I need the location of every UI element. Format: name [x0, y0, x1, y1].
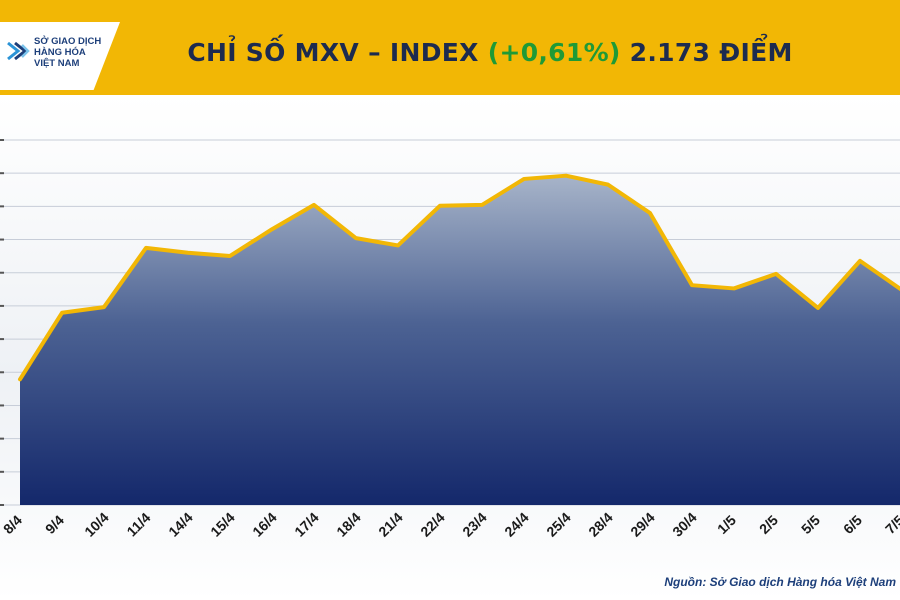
x-tick-label: 16/4	[249, 509, 280, 540]
title-change: (+0,61%)	[487, 38, 621, 67]
x-tick-label: 23/4	[459, 509, 490, 540]
x-tick-label: 21/4	[375, 509, 406, 540]
x-tick-label: 18/4	[333, 509, 364, 540]
x-tick-label: 2/5	[756, 512, 781, 537]
chart-title: CHỈ SỐ MXV – INDEX (+0,61%) 2.173 ĐIỂM	[0, 38, 900, 67]
logo-line: VIỆT NAM	[34, 58, 80, 69]
x-tick-label: 8/4	[0, 512, 25, 537]
title-prefix: CHỈ SỐ MXV – INDEX	[187, 38, 488, 67]
source-note: Nguồn: Sở Giao dịch Hàng hóa Việt Nam	[664, 575, 896, 589]
x-tick-label: 30/4	[669, 509, 700, 540]
x-tick-label: 22/4	[417, 509, 448, 540]
x-tick-label: 28/4	[585, 509, 616, 540]
x-tick-label: 10/4	[81, 509, 112, 540]
x-tick-label: 17/4	[291, 509, 322, 540]
x-tick-label: 24/4	[501, 509, 532, 540]
x-tick-label: 5/5	[798, 512, 823, 537]
title-suffix: 2.173 ĐIỂM	[620, 38, 793, 67]
title-banner: SỞ GIAO DỊCH HÀNG HÓA VIỆT NAM CHỈ SỐ MX…	[0, 0, 900, 95]
x-tick-label: 6/5	[840, 512, 865, 537]
x-axis-ticks: 8/4 9/4 10/4 11/4 14/4 15/4 16/4 17/4 18/4 21/4 22…	[0, 509, 900, 540]
x-tick-label: 1/5	[714, 512, 739, 537]
x-tick-label: 11/4	[123, 509, 153, 539]
x-tick-label: 15/4	[207, 509, 238, 540]
logo-line: HÀNG HÓA	[34, 47, 86, 58]
logo-text: SỞ GIAO DỊCH HÀNG HÓA VIỆT NAM	[34, 36, 124, 69]
logo-line: SỞ GIAO DỊCH	[34, 36, 102, 47]
x-tick-label: 25/4	[543, 509, 574, 540]
logo-icon	[7, 41, 30, 61]
x-tick-label: 9/4	[42, 512, 67, 537]
x-tick-label: 29/4	[627, 509, 658, 540]
area-fill	[20, 175, 900, 505]
x-tick-label: 14/4	[165, 509, 196, 540]
series-line	[18, 173, 900, 382]
x-tick-label: 7/5	[882, 512, 900, 537]
